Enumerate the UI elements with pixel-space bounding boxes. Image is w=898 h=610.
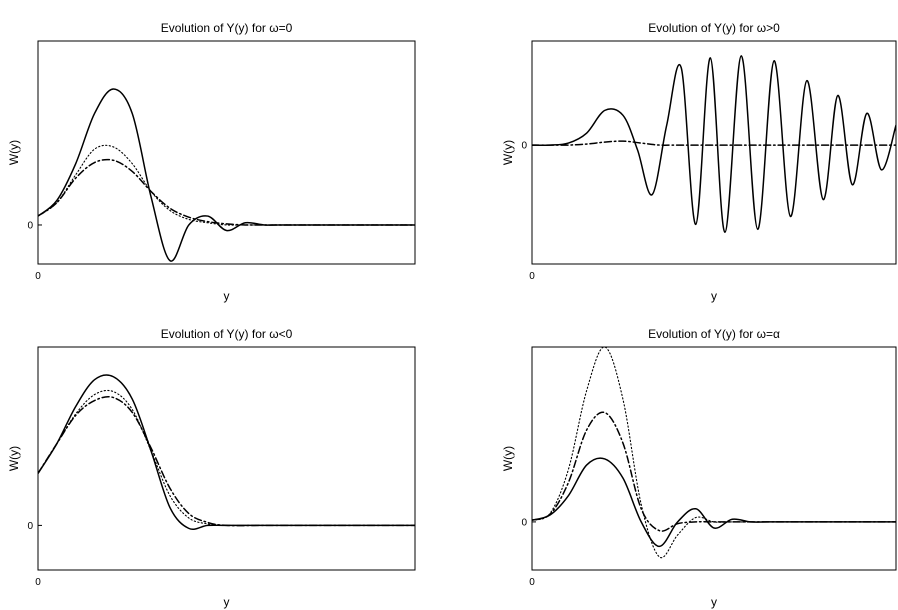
x-tick-label: 0: [35, 577, 41, 588]
y-tick-label: 0: [521, 141, 527, 152]
x-axis-label: y: [711, 595, 717, 609]
chart-title: Evolution of Y(y) for ω=α: [648, 327, 780, 341]
y-axis-label: W(y): [501, 446, 515, 471]
series-group: [532, 55, 896, 234]
subplot: Evolution of Y(y) for ω=α 0 0 y W(y): [501, 327, 897, 609]
series-group: [532, 347, 896, 559]
x-tick-label: 0: [35, 271, 41, 282]
plot-frame: [531, 346, 897, 571]
y-tick-label: 0: [27, 521, 33, 532]
chart-title: Evolution of Y(y) for ω=0: [161, 21, 293, 35]
series-line-dotted: [532, 347, 896, 559]
x-axis-label: y: [224, 289, 230, 303]
series-line-dashdot: [532, 411, 896, 532]
series-line-dashdot: [38, 158, 415, 226]
x-axis-label: y: [711, 289, 717, 303]
x-axis-label: y: [224, 595, 230, 609]
y-tick-label: 0: [521, 517, 527, 528]
subplot: Evolution of Y(y) for ω>0 0 0 y W(y): [501, 21, 897, 303]
subplot: Evolution of Y(y) for ω=0 0 0 y W(y): [7, 21, 416, 303]
x-tick-label: 0: [529, 577, 535, 588]
plot-frame: [37, 346, 416, 571]
series-group: [38, 374, 415, 530]
plot-frame: [37, 40, 416, 265]
x-tick-label: 0: [529, 271, 535, 282]
y-axis-label: W(y): [7, 140, 21, 165]
plot-frame: [531, 40, 897, 265]
y-axis-label: W(y): [7, 446, 21, 471]
chart-title: Evolution of Y(y) for ω>0: [648, 21, 780, 35]
subplot: Evolution of Y(y) for ω<0 0 0 y W(y): [7, 327, 416, 609]
y-axis-label: W(y): [501, 140, 515, 165]
series-line-solid: [532, 55, 896, 234]
series-line-dashdot: [38, 396, 415, 527]
series-line-dashdot: [532, 140, 896, 146]
series-group: [38, 88, 415, 262]
y-tick-label: 0: [27, 220, 33, 231]
chart-title: Evolution of Y(y) for ω<0: [161, 327, 293, 341]
